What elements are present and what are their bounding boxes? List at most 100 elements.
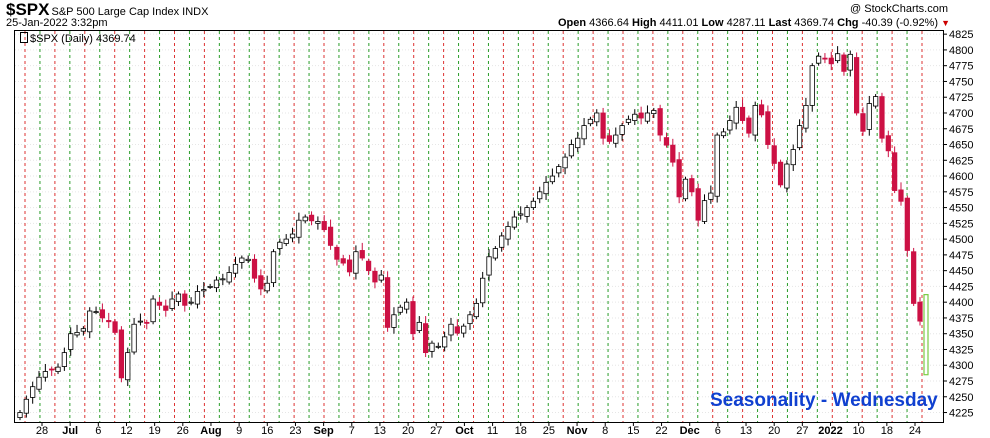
candle-down	[917, 301, 923, 322]
symbol: $SPX	[6, 0, 50, 19]
x-tick-label: 9	[236, 425, 242, 437]
candle-down	[163, 305, 169, 311]
candle-up	[543, 181, 549, 195]
y-tick-label: 4450	[949, 266, 973, 278]
open-label: Open	[557, 17, 587, 29]
x-tick-label: Sep	[314, 425, 334, 437]
candle-down	[854, 57, 860, 114]
candle-up	[530, 200, 536, 208]
x-tick-label: 12	[120, 425, 132, 437]
candle-down	[892, 152, 898, 191]
x-tick-label: 18	[881, 425, 893, 437]
y-tick-label: 4650	[949, 140, 973, 152]
x-tick-label: 6	[715, 425, 721, 437]
candle-up	[499, 235, 505, 248]
candle-up	[568, 144, 575, 157]
candle-up	[61, 352, 67, 367]
candle-up	[87, 310, 93, 333]
copyright: @ StockCharts.com	[850, 3, 948, 15]
x-tick-label: Nov	[567, 425, 589, 437]
candle-up	[207, 286, 213, 288]
candle-up	[619, 125, 625, 135]
candle-down	[410, 301, 416, 335]
x-tick-label: 25	[543, 425, 555, 437]
candle-up	[175, 293, 182, 302]
candle-up	[866, 103, 872, 130]
chart-annotation: Seasonality - Wednesday	[710, 390, 938, 411]
y-tick-label: 4325	[949, 344, 973, 356]
candle-up	[581, 125, 587, 140]
candle-down	[606, 135, 613, 142]
candle-down	[758, 104, 765, 116]
candle-down	[898, 189, 904, 202]
candle-up	[809, 65, 815, 106]
candle-down	[327, 226, 334, 246]
x-tick-label: 6	[95, 425, 101, 437]
y-tick-label: 4600	[949, 171, 973, 183]
x-tick-label: 11	[487, 425, 498, 437]
candle-down	[822, 57, 828, 60]
candle-up	[353, 251, 359, 274]
candle-up	[480, 277, 486, 304]
plot-area	[14, 30, 944, 423]
x-tick-label: 7	[349, 425, 355, 437]
candle-today	[923, 294, 929, 376]
date-stamp: 25-Jan-2022 3:32pm	[6, 17, 108, 29]
candle-up	[435, 345, 441, 348]
candle-down	[365, 260, 372, 272]
y-tick-label: 4375	[949, 313, 973, 325]
y-tick-label: 4525	[949, 218, 973, 230]
candle-up	[397, 306, 403, 313]
candle-up	[556, 166, 562, 174]
last-value: 4369.74	[794, 17, 835, 29]
candle-up	[537, 191, 543, 200]
candle-down	[746, 117, 752, 134]
y-tick-label: 4275	[949, 376, 973, 388]
x-tick-label: 2022	[818, 425, 842, 437]
x-tick-label: 24	[909, 425, 921, 437]
ticker-title: $SPX S&P 500 Large Cap Index INDX	[6, 0, 208, 20]
candle-up	[80, 328, 86, 332]
candle-up	[448, 323, 454, 336]
candle-up	[505, 226, 511, 240]
y-tick-label: 4225	[949, 408, 973, 420]
y-tick-label: 4575	[949, 187, 973, 199]
x-tick-label: Oct	[455, 425, 474, 437]
candle-down	[885, 135, 891, 152]
candle-up	[815, 55, 822, 64]
candle-up	[36, 376, 42, 390]
candle-down	[739, 106, 746, 121]
candle-down	[334, 246, 340, 260]
y-tick-label: 4625	[949, 155, 973, 167]
y-tick-label: 4425	[949, 281, 973, 293]
candle-down	[670, 144, 676, 163]
candle-down	[860, 113, 866, 132]
candle-down	[144, 321, 150, 324]
chart-legend: $SPX (Daily) 4369.74	[20, 32, 136, 45]
candle-down	[904, 197, 910, 251]
candle-up	[68, 333, 74, 350]
x-tick-label: 26	[177, 425, 189, 437]
candle-down	[340, 258, 346, 264]
candle-up	[784, 163, 790, 189]
candle-up	[93, 311, 99, 314]
legend-candle-icon	[20, 32, 28, 43]
x-tick-label: 23	[289, 425, 301, 437]
y-tick-label: 4350	[949, 329, 973, 341]
x-tick-label: 15	[627, 425, 639, 437]
candle-up	[289, 233, 296, 239]
candle-down	[99, 309, 106, 319]
x-tick-label: 20	[768, 425, 780, 437]
candle-up	[239, 257, 245, 263]
candle-up	[632, 113, 638, 121]
candle-down	[251, 258, 258, 279]
y-tick-label: 4475	[949, 250, 973, 262]
ohlc-readout: Open 4366.64 High 4411.01 Low 4287.11 La…	[558, 17, 950, 29]
candle-up	[270, 251, 277, 284]
candle-up	[492, 248, 498, 259]
candle-up	[790, 149, 796, 166]
candle-down	[663, 137, 670, 146]
y-tick-label: 4825	[949, 29, 973, 41]
candle-down	[258, 275, 264, 290]
candle-up	[277, 241, 283, 249]
